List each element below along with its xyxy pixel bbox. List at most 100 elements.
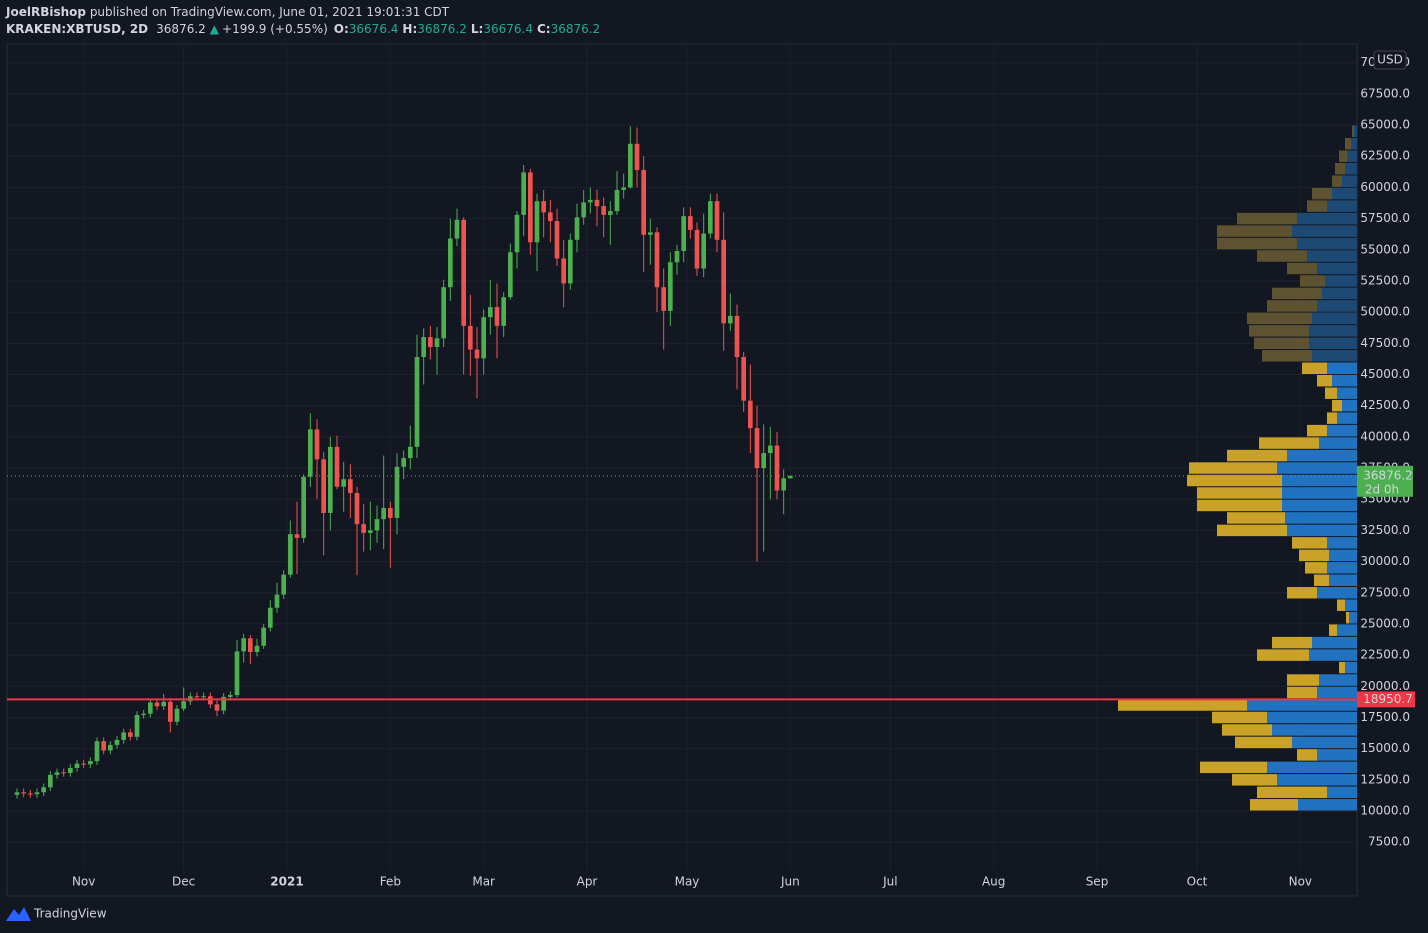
last-price-box bbox=[1357, 465, 1413, 497]
profile-down bbox=[1300, 275, 1325, 287]
candle-body bbox=[128, 732, 133, 737]
candle-body bbox=[508, 252, 513, 298]
candle-body bbox=[234, 651, 240, 696]
candle-body bbox=[414, 357, 420, 447]
x-tick-label: Nov bbox=[72, 875, 95, 889]
profile-down bbox=[1267, 300, 1317, 312]
profile-down bbox=[1237, 212, 1297, 225]
candle-body bbox=[468, 325, 473, 350]
candle-body bbox=[514, 214, 520, 253]
candle-body bbox=[14, 792, 20, 795]
profile-down bbox=[1257, 786, 1327, 799]
candle-body bbox=[688, 216, 693, 230]
candle-body bbox=[661, 287, 666, 311]
candle-body bbox=[588, 199, 593, 203]
profile-up bbox=[1337, 624, 1357, 636]
profile-down bbox=[1189, 462, 1277, 474]
profile-down bbox=[1332, 175, 1342, 187]
candle-body bbox=[674, 251, 680, 263]
profile-down bbox=[1232, 774, 1277, 786]
candle-body bbox=[281, 574, 286, 595]
profile-down bbox=[1249, 325, 1309, 337]
profile-down bbox=[1287, 674, 1319, 686]
candle-body bbox=[108, 744, 113, 751]
candle-body bbox=[308, 429, 313, 477]
candle-body bbox=[701, 233, 706, 269]
candle-body bbox=[521, 172, 526, 215]
candle-body bbox=[241, 638, 246, 652]
candle-body bbox=[781, 478, 786, 491]
x-tick-label: Dec bbox=[172, 875, 195, 889]
brand: TradingView bbox=[33, 907, 107, 921]
profile-up bbox=[1312, 636, 1357, 649]
profile-up bbox=[1267, 761, 1357, 774]
profile-up bbox=[1337, 387, 1357, 399]
x-tick-label: Jun bbox=[780, 875, 800, 889]
x-tick-label: May bbox=[675, 875, 700, 889]
candle-body bbox=[74, 763, 80, 768]
profile-down bbox=[1212, 711, 1267, 724]
candle-body bbox=[334, 446, 340, 487]
profile-up bbox=[1309, 325, 1357, 337]
published: published on TradingView.com, June 01, 2… bbox=[90, 5, 450, 19]
candle-body bbox=[121, 732, 126, 740]
candle-body bbox=[421, 337, 426, 358]
candle-body bbox=[621, 187, 626, 190]
x-tick-label: Apr bbox=[577, 875, 598, 889]
candle-body bbox=[714, 201, 720, 240]
candle-body bbox=[274, 594, 280, 608]
profile-up bbox=[1345, 162, 1357, 175]
candle-body bbox=[248, 638, 253, 652]
profile-down bbox=[1200, 761, 1267, 774]
profile-up bbox=[1332, 187, 1357, 200]
candle-body bbox=[328, 446, 333, 513]
ohlc-value: 36676.4 bbox=[349, 22, 399, 36]
candle-body bbox=[388, 507, 393, 518]
header-symbol-line: KRAKEN:XBTUSD, 2D 36876.2 ▲ +199.9 (+0.55%)… bbox=[6, 22, 600, 36]
candle-body bbox=[448, 238, 453, 288]
candle-body bbox=[214, 704, 220, 711]
profile-up bbox=[1272, 724, 1357, 736]
candle-body bbox=[741, 357, 746, 401]
profile-down bbox=[1217, 237, 1297, 250]
profile-down bbox=[1302, 362, 1327, 374]
profile-up bbox=[1329, 549, 1357, 562]
ohlc-label: L: bbox=[471, 22, 483, 36]
candle-body bbox=[648, 232, 653, 235]
profile-down bbox=[1325, 387, 1337, 399]
profile-down bbox=[1222, 724, 1272, 736]
candle-body bbox=[434, 338, 440, 348]
profile-down bbox=[1312, 187, 1332, 200]
y-tick-label: 42500.0 bbox=[1360, 398, 1410, 412]
candle-body bbox=[34, 792, 40, 795]
candle-body bbox=[81, 763, 86, 765]
candle-body bbox=[774, 445, 780, 491]
candle-body bbox=[734, 315, 740, 358]
candle-body bbox=[608, 211, 613, 215]
profile-up bbox=[1267, 711, 1357, 724]
currency-box[interactable] bbox=[1373, 50, 1407, 70]
profile-up bbox=[1327, 424, 1357, 437]
profile-down bbox=[1352, 125, 1354, 138]
y-tick-label: 47500.0 bbox=[1360, 336, 1410, 350]
y-tick-label: 12500.0 bbox=[1360, 772, 1410, 786]
profile-up bbox=[1342, 175, 1357, 187]
candle-body bbox=[554, 221, 560, 259]
candle-body bbox=[148, 702, 153, 714]
profile-down bbox=[1339, 150, 1347, 162]
candle-body bbox=[481, 317, 486, 359]
y-tick-label: 60000.0 bbox=[1360, 180, 1410, 194]
profile-up bbox=[1285, 512, 1357, 524]
profile-down bbox=[1292, 537, 1327, 549]
profile-up bbox=[1292, 736, 1357, 749]
y-tick-label: 10000.0 bbox=[1360, 804, 1410, 818]
candle-body bbox=[634, 143, 640, 170]
y-tick-label: 32500.0 bbox=[1360, 523, 1410, 537]
profile-down bbox=[1297, 749, 1317, 761]
profile-up bbox=[1297, 237, 1357, 250]
y-tick-label: 67500.0 bbox=[1360, 86, 1410, 100]
candle-body bbox=[154, 702, 160, 707]
candle-body bbox=[561, 258, 566, 284]
x-tick-label: Feb bbox=[380, 875, 401, 889]
profile-up bbox=[1345, 599, 1357, 611]
